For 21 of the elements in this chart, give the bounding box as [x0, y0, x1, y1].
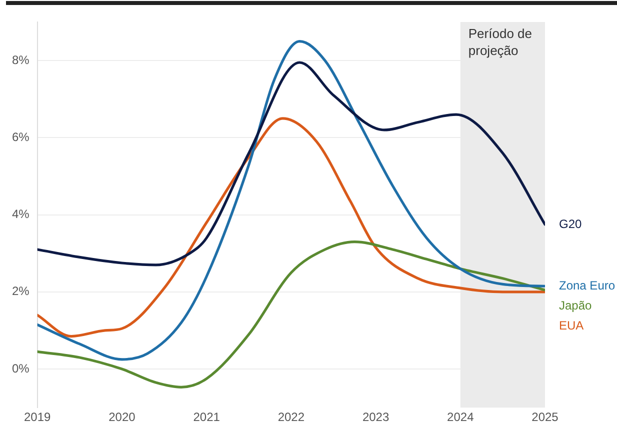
series-label: G20 [559, 216, 582, 231]
x-tick-label: 2022 [278, 410, 305, 424]
y-tick-label: 0% [12, 361, 30, 376]
x-tick-label: 2023 [362, 410, 390, 424]
text: EUA [559, 318, 584, 332]
x-tick-label: 2024 [447, 410, 474, 424]
line-series [37, 61, 545, 266]
line-series [37, 117, 545, 338]
y-tick-label: 4% [12, 207, 30, 222]
x-tick-label: 2025 [532, 410, 559, 424]
line-series [37, 40, 545, 361]
y-tick-label: 8% [12, 52, 30, 67]
y-tick-label: 2% [12, 284, 30, 298]
series-label: Japão [559, 298, 592, 312]
x-tick-label: 2021 [193, 410, 220, 424]
series-label: Zona Euro [559, 278, 616, 292]
x-tick-label: 2019 [24, 410, 52, 424]
band-label: Período de projeção [468, 26, 532, 58]
line-series [37, 240, 545, 388]
x-tick-label: 2020 [108, 410, 136, 424]
y-tick-label: 6% [12, 130, 30, 144]
